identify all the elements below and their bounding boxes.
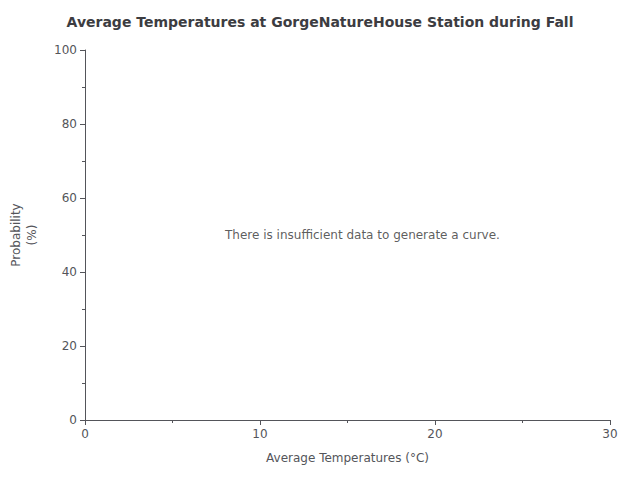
svg-text:20: 20 xyxy=(62,339,77,353)
svg-text:10: 10 xyxy=(252,427,267,441)
svg-text:80: 80 xyxy=(62,117,77,131)
svg-text:30: 30 xyxy=(602,427,617,441)
svg-text:60: 60 xyxy=(62,191,77,205)
svg-text:(%): (%) xyxy=(25,225,39,246)
svg-text:100: 100 xyxy=(54,43,77,57)
svg-text:40: 40 xyxy=(62,265,77,279)
svg-text:Average Temperatures (°C): Average Temperatures (°C) xyxy=(266,451,429,465)
svg-text:20: 20 xyxy=(427,427,442,441)
svg-text:0: 0 xyxy=(69,413,77,427)
svg-text:Probability: Probability xyxy=(9,203,23,266)
svg-text:Average Temperatures at GorgeN: Average Temperatures at GorgeNatureHouse… xyxy=(67,14,574,30)
svg-text:0: 0 xyxy=(81,427,89,441)
svg-text:There is insufficient data to: There is insufficient data to generate a… xyxy=(224,228,500,242)
